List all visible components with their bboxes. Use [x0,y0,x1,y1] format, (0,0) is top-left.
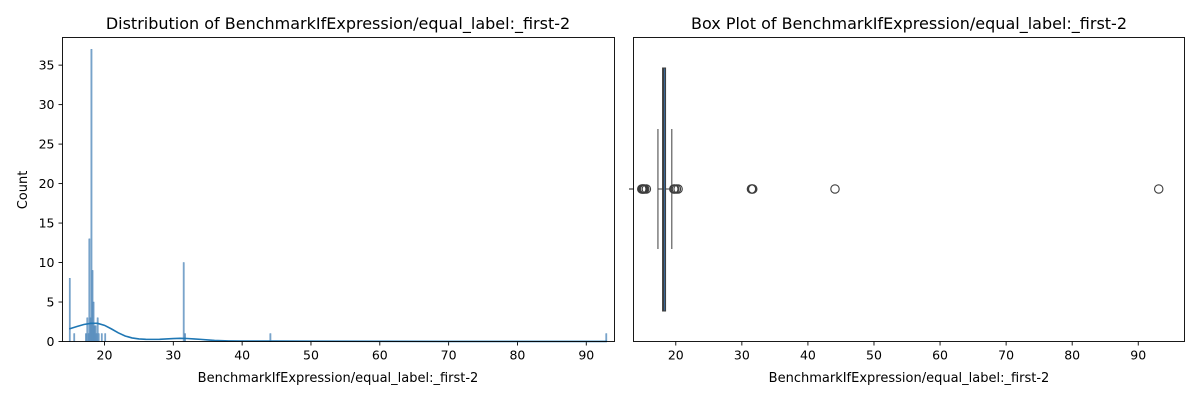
histogram-x-tick-label: 40 [234,348,250,363]
histogram-x-tick-label: 90 [578,348,594,363]
histogram-y-tick-label: 10 [39,255,55,270]
histogram-x-tick-label: 80 [509,348,525,363]
boxplot-x-axis-label: BenchmarkIfExpression/equal_label:_first… [769,371,1050,386]
histogram-y-tick-label: 0 [47,334,55,349]
boxplot-elements [637,67,1164,312]
histogram-y-tick-label: 20 [39,176,55,191]
boxplot-x-tick-label: 60 [932,348,948,363]
boxplot-x-tick-label: 90 [1130,348,1146,363]
boxplot-x-tick-label: 50 [866,348,882,363]
histogram-y-tick-label: 35 [39,58,55,73]
histogram-y-tick-label: 30 [39,97,55,112]
histogram-axes-frame [62,37,615,342]
boxplot-panel: Box Plot of BenchmarkIfExpression/equal_… [629,14,1185,386]
boxplot-outlier [641,184,652,194]
histogram-y-tick-label: 15 [39,216,55,231]
histogram-x-tick-label: 20 [97,348,113,363]
histogram-x-tick-label: 60 [372,348,388,363]
histogram-x-tick-label: 30 [165,348,181,363]
histogram-bar [97,333,100,342]
boxplot-outlier [1153,184,1164,194]
boxplot-outlier [673,184,683,194]
histogram-bar [68,278,71,342]
histogram-title: Distribution of BenchmarkIfExpression/eq… [106,14,570,34]
histogram-bar [73,333,76,342]
kde-curve [69,322,607,343]
histogram-bar [104,333,107,342]
boxplot-outlier [748,184,758,194]
histogram-y-tick-label: 5 [47,295,55,310]
boxplot-x-tick-label: 30 [734,348,750,363]
histogram-panel: Distribution of BenchmarkIfExpression/eq… [16,14,615,386]
histogram-bar [184,333,186,342]
boxplot-x-tick-label: 80 [1064,348,1080,363]
boxplot-x-tick-label: 20 [668,348,684,363]
histogram-bar [100,333,103,342]
histogram-y-axis-label: Count [16,171,31,210]
histogram-bar [85,333,87,342]
boxplot-outlier [830,184,840,194]
histogram-x-axis-label: BenchmarkIfExpression/equal_label:_first… [198,371,479,386]
boxplot-x-tick-label: 40 [800,348,816,363]
boxplot-axes-frame [633,37,1185,342]
histogram-bar [182,262,185,342]
histogram-x-tick-label: 70 [441,348,457,363]
histogram-x-tick-label: 50 [303,348,319,363]
boxplot-x-tick-label: 70 [998,348,1014,363]
histogram-y-tick-label: 25 [39,137,55,152]
boxplot-title: Box Plot of BenchmarkIfExpression/equal_… [691,14,1127,34]
histogram-bar [605,333,608,342]
histogram-bars [68,49,608,342]
